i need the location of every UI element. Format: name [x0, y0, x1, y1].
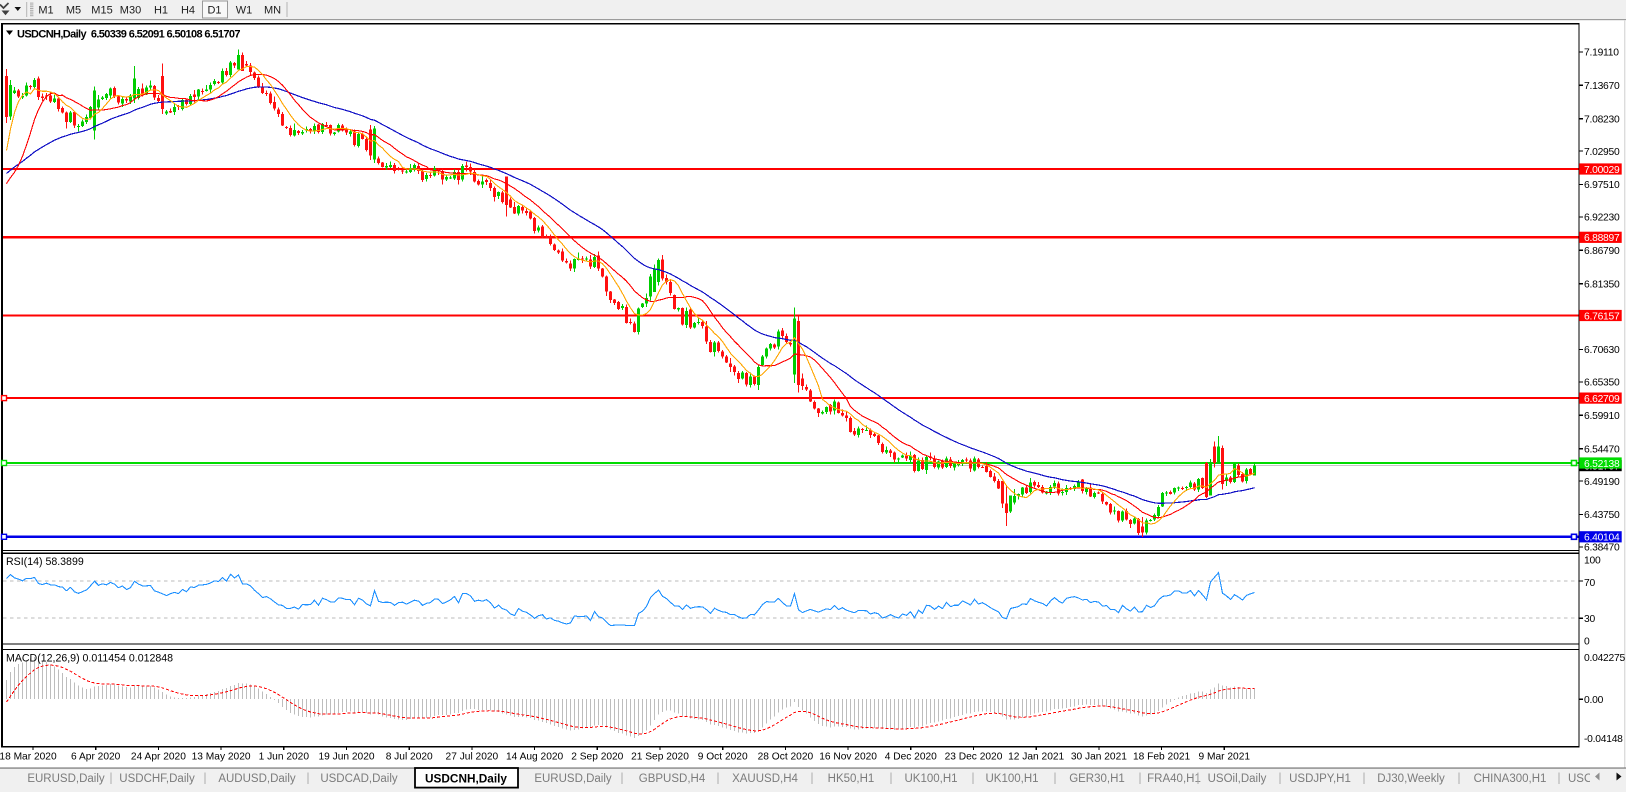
- svg-text:M5: M5: [66, 5, 81, 17]
- svg-text:GER30,H1: GER30,H1: [1069, 773, 1125, 785]
- svg-text:30: 30: [1584, 614, 1595, 625]
- svg-text:6.52138: 6.52138: [1584, 459, 1620, 470]
- svg-text:EURUSD,Daily: EURUSD,Daily: [534, 773, 612, 785]
- svg-text:1 Jun 2020: 1 Jun 2020: [259, 752, 310, 763]
- svg-text:USDJPY,H1: USDJPY,H1: [1289, 773, 1351, 785]
- svg-text:14 Aug 2020: 14 Aug 2020: [506, 752, 564, 763]
- svg-text:7.13670: 7.13670: [1584, 81, 1620, 92]
- svg-text:H4: H4: [181, 5, 195, 17]
- svg-text:M30: M30: [120, 5, 141, 17]
- svg-text:M15: M15: [91, 5, 112, 17]
- svg-text:|: |: [1279, 773, 1282, 785]
- svg-text:|: |: [1363, 773, 1366, 785]
- svg-text:|: |: [811, 773, 814, 785]
- svg-text:D1: D1: [207, 5, 221, 17]
- svg-text:70: 70: [1584, 578, 1595, 589]
- svg-text:|: |: [307, 773, 310, 785]
- svg-text:6.86790: 6.86790: [1584, 246, 1620, 257]
- svg-text:13 May 2020: 13 May 2020: [192, 752, 251, 763]
- svg-text:MN: MN: [264, 5, 281, 17]
- svg-text:0: 0: [1584, 636, 1590, 647]
- svg-text:6.88897: 6.88897: [1584, 233, 1620, 244]
- svg-text:7.00029: 7.00029: [1584, 165, 1620, 176]
- svg-text:GBPUSD,H4: GBPUSD,H4: [639, 773, 706, 785]
- svg-text:6.76157: 6.76157: [1584, 311, 1620, 322]
- svg-text:M1: M1: [38, 5, 53, 17]
- svg-text:12 Jan 2021: 12 Jan 2021: [1008, 752, 1064, 763]
- svg-text:6.49190: 6.49190: [1584, 477, 1620, 488]
- svg-text:XAUUSD,H4: XAUUSD,H4: [732, 773, 798, 785]
- svg-text:|: |: [1558, 773, 1561, 785]
- svg-text:6.62709: 6.62709: [1584, 394, 1620, 405]
- svg-text:CHINA300,H1: CHINA300,H1: [1474, 773, 1547, 785]
- svg-text:6.92230: 6.92230: [1584, 213, 1620, 224]
- svg-text:7.19110: 7.19110: [1584, 48, 1619, 59]
- svg-text:-0.04148: -0.04148: [1584, 734, 1623, 745]
- svg-text:6.81350: 6.81350: [1584, 279, 1620, 290]
- svg-text:H1: H1: [154, 5, 168, 17]
- svg-text:30 Jan 2021: 30 Jan 2021: [1071, 752, 1127, 763]
- svg-text:UK100,H1: UK100,H1: [985, 773, 1038, 785]
- svg-text:6.38470: 6.38470: [1584, 543, 1620, 554]
- svg-text:7.02950: 7.02950: [1584, 147, 1620, 158]
- svg-text:18 Mar 2020: 18 Mar 2020: [0, 752, 57, 763]
- svg-text:2 Sep 2020: 2 Sep 2020: [571, 752, 623, 763]
- svg-text:|: |: [1054, 773, 1057, 785]
- svg-text:21 Sep 2020: 21 Sep 2020: [631, 752, 689, 763]
- svg-text:6.97510: 6.97510: [1584, 180, 1620, 191]
- svg-text:|: |: [1458, 773, 1461, 785]
- svg-text:|: |: [972, 773, 975, 785]
- svg-text:USOil,Daily: USOil,Daily: [1208, 773, 1267, 785]
- svg-text:HK50,H1: HK50,H1: [828, 773, 875, 785]
- svg-text:AUDUSD,Daily: AUDUSD,Daily: [218, 773, 296, 785]
- svg-text:RSI(14) 58.3899: RSI(14) 58.3899: [6, 556, 84, 568]
- svg-text:EURUSD,Daily: EURUSD,Daily: [27, 773, 105, 785]
- svg-text:FRA40,H1: FRA40,H1: [1147, 773, 1201, 785]
- svg-text:|: |: [110, 773, 113, 785]
- svg-text:23 Dec 2020: 23 Dec 2020: [945, 752, 1003, 763]
- svg-text:28 Oct 2020: 28 Oct 2020: [758, 752, 814, 763]
- svg-text:6 Apr 2020: 6 Apr 2020: [71, 752, 121, 763]
- svg-text:W1: W1: [236, 5, 253, 17]
- svg-text:27 Jul 2020: 27 Jul 2020: [446, 752, 499, 763]
- svg-text:6.54470: 6.54470: [1584, 444, 1620, 455]
- svg-text:|: |: [717, 773, 720, 785]
- svg-text:0.00: 0.00: [1584, 695, 1604, 706]
- svg-text:DJ30,Weekly: DJ30,Weekly: [1377, 773, 1445, 785]
- svg-text:16 Nov 2020: 16 Nov 2020: [819, 752, 877, 763]
- svg-text:7.08230: 7.08230: [1584, 114, 1620, 125]
- svg-text:USDCNH,Daily: USDCNH,Daily: [425, 772, 507, 786]
- svg-text:9 Mar 2021: 9 Mar 2021: [1199, 752, 1251, 763]
- svg-text:UK100,H1: UK100,H1: [904, 773, 957, 785]
- svg-text:USDCNH,Daily 6.50339 6.52091: USDCNH,Daily 6.50339 6.52091 6.50108 6.5…: [17, 29, 240, 41]
- svg-text:|: |: [1139, 773, 1142, 785]
- svg-text:6.59910: 6.59910: [1584, 411, 1620, 422]
- svg-text:USO: USO: [1568, 773, 1593, 785]
- svg-text:8 Jul 2020: 8 Jul 2020: [386, 752, 433, 763]
- svg-text:0.042275: 0.042275: [1584, 653, 1625, 664]
- svg-text:24 Apr 2020: 24 Apr 2020: [131, 752, 186, 763]
- svg-text:|: |: [621, 773, 624, 785]
- svg-text:18 Feb 2021: 18 Feb 2021: [1133, 752, 1191, 763]
- svg-text:MACD(12,26,9) 0.011454 0.01284: MACD(12,26,9) 0.011454 0.012848: [6, 653, 173, 665]
- svg-text:|: |: [890, 773, 893, 785]
- svg-text:6.40104: 6.40104: [1584, 533, 1620, 544]
- svg-text:6.65350: 6.65350: [1584, 378, 1620, 389]
- svg-text:|: |: [1197, 773, 1200, 785]
- svg-text:19 Jun 2020: 19 Jun 2020: [318, 752, 374, 763]
- svg-text:USDCHF,Daily: USDCHF,Daily: [119, 773, 195, 785]
- svg-text:9 Oct 2020: 9 Oct 2020: [698, 752, 748, 763]
- svg-text:USDCAD,Daily: USDCAD,Daily: [320, 773, 398, 785]
- svg-text:6.43750: 6.43750: [1584, 510, 1620, 521]
- svg-text:6.70630: 6.70630: [1584, 345, 1620, 356]
- svg-text:4 Dec 2020: 4 Dec 2020: [885, 752, 937, 763]
- svg-text:100: 100: [1584, 556, 1601, 567]
- svg-text:|: |: [204, 773, 207, 785]
